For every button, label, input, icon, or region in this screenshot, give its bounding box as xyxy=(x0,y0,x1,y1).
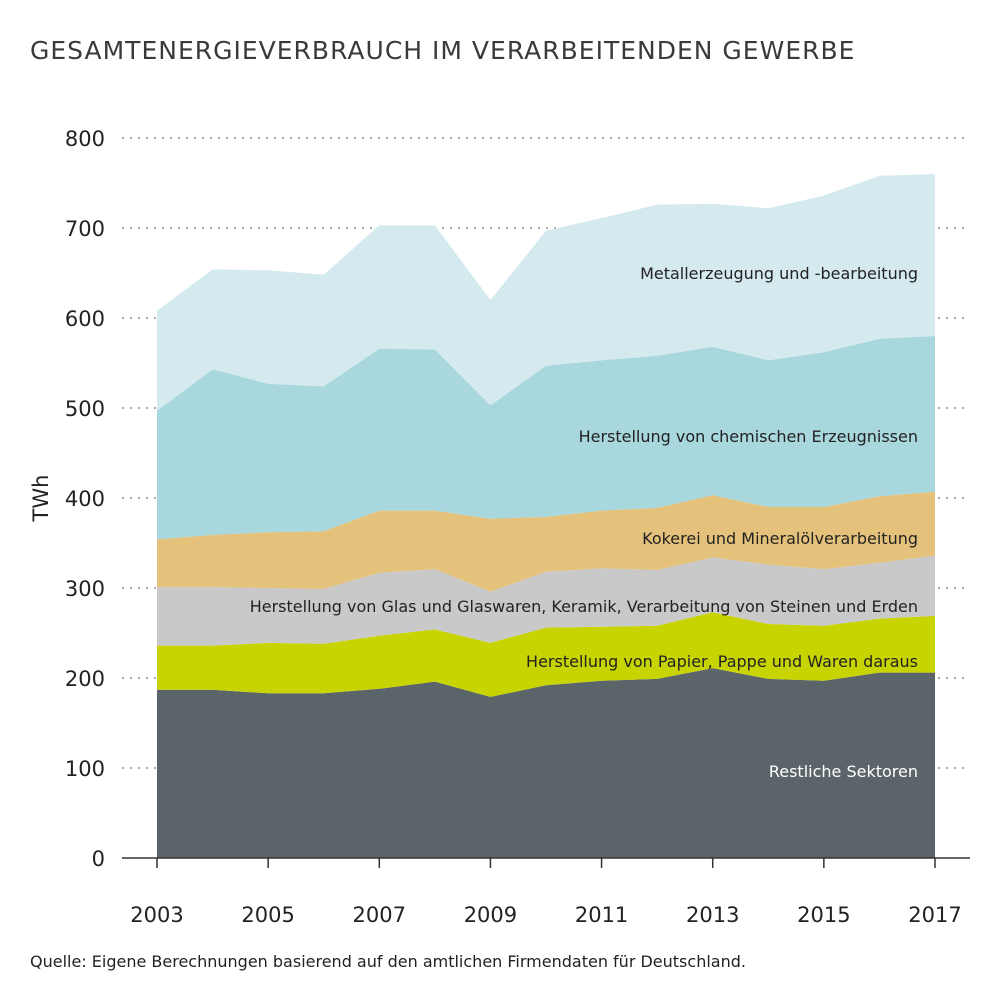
y-tick-label: 0 xyxy=(92,847,105,871)
x-tick-label: 2003 xyxy=(130,903,183,927)
chart-title: GESAMTENERGIEVERBRAUCH IM VERARBEITENDEN… xyxy=(30,36,856,65)
x-tick-label: 2013 xyxy=(686,903,739,927)
y-tick-label: 300 xyxy=(65,577,105,601)
x-tick-label: 2015 xyxy=(797,903,850,927)
y-axis-label: TWh xyxy=(29,475,53,523)
series-label: Herstellung von chemischen Erzeugnissen xyxy=(579,427,918,446)
area-herstellung xyxy=(157,555,935,646)
series-label: Kokerei und Mineralölverarbeitung xyxy=(642,529,918,548)
series-label: Metallerzeugung und -bearbeitung xyxy=(640,264,918,283)
area-herstellung xyxy=(157,336,935,540)
series-label: Herstellung von Glas und Glaswaren, Kera… xyxy=(250,597,918,616)
area-restliche xyxy=(157,668,935,858)
y-tick-label: 400 xyxy=(65,487,105,511)
x-tick-label: 2007 xyxy=(353,903,406,927)
y-tick-label: 500 xyxy=(65,397,105,421)
area-metallerzeugung xyxy=(157,174,935,411)
area-herstellung xyxy=(157,612,935,697)
series-label: Restliche Sektoren xyxy=(769,762,918,781)
y-tick-label: 100 xyxy=(65,757,105,781)
x-tick-label: 2011 xyxy=(575,903,628,927)
x-tick-label: 2009 xyxy=(464,903,517,927)
x-tick-label: 2005 xyxy=(241,903,294,927)
y-tick-label: 600 xyxy=(65,307,105,331)
series-label: Herstellung von Papier, Pappe und Waren … xyxy=(526,652,918,671)
y-tick-label: 700 xyxy=(65,217,105,241)
y-tick-label: 800 xyxy=(65,127,105,151)
area-kokerei xyxy=(157,491,935,592)
source-note: Quelle: Eigene Berechnungen basierend au… xyxy=(30,952,746,971)
y-tick-label: 200 xyxy=(65,667,105,691)
x-tick-label: 2017 xyxy=(908,903,961,927)
